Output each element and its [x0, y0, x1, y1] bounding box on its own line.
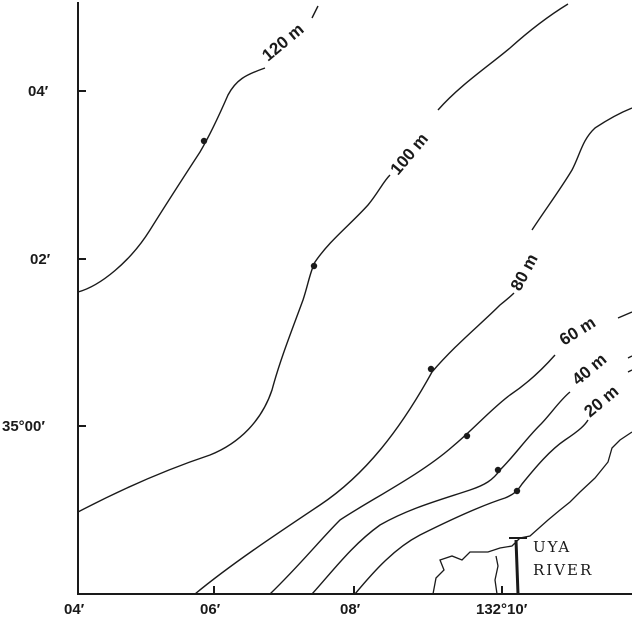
lon-label-04: 04′ [64, 601, 85, 618]
lat-label-02: 02′ [30, 251, 51, 268]
lat-label-3500: 35°00′ [2, 418, 45, 435]
contour-20m [354, 369, 632, 595]
lat-label-04: 04′ [28, 83, 49, 100]
depth-label-100m: 100 m [387, 129, 433, 178]
station-2 [310, 262, 318, 270]
map-frame [77, 2, 632, 595]
contour-60m [269, 311, 632, 595]
contour-100m [77, 3, 569, 513]
uya-river [514, 539, 520, 595]
lon-label-13210: 132°10′ [476, 601, 528, 618]
depth-label-120m: 120 m [258, 20, 307, 66]
station-4 [463, 432, 471, 440]
contour-120m [77, 5, 319, 293]
depth-label-40m: 40 m [568, 350, 610, 389]
station-3 [427, 365, 435, 373]
contour-80m [194, 107, 632, 595]
station-1 [200, 137, 208, 145]
depth-label-60m: 60 m [556, 313, 599, 350]
depth-label-20m: 20 m [580, 382, 622, 421]
coastline-inlet [494, 555, 499, 595]
lon-label-08: 08′ [340, 601, 361, 618]
river-label-line-1: UYA [533, 538, 571, 556]
depth-label-80m: 80 m [507, 251, 542, 294]
station-6 [513, 487, 521, 495]
river-label-line-2: RIVER [533, 561, 593, 579]
contour-40m [311, 355, 632, 595]
station-5 [494, 466, 502, 474]
lon-label-06: 06′ [200, 601, 221, 618]
